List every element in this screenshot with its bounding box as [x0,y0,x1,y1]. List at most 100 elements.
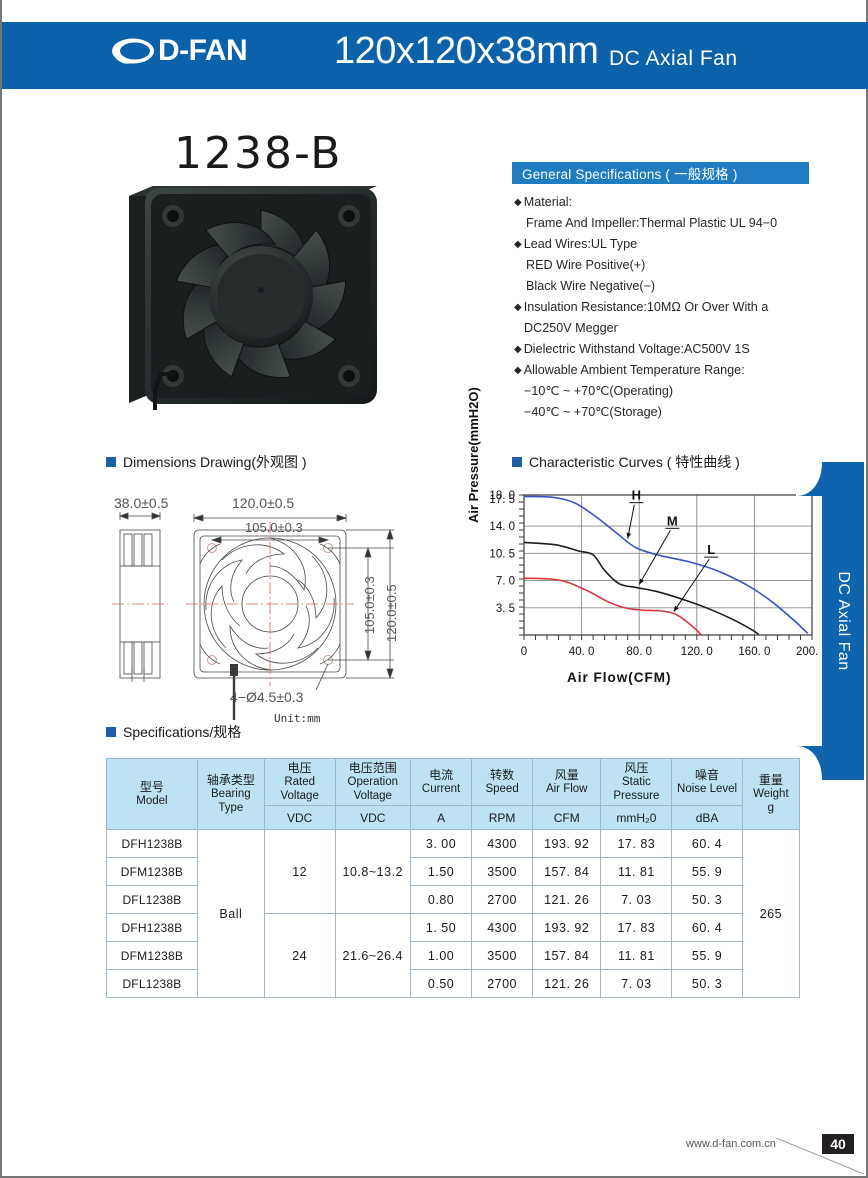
cell-noise-level: 60. 4 [671,829,743,858]
cell-speed: 3500 [471,941,534,970]
gs-line-text: Allowable Ambient Temperature Range: [523,363,745,377]
svg-text:40. 0: 40. 0 [569,646,595,658]
cell-speed: 2700 [471,885,534,914]
svg-text:120. 0: 120. 0 [681,646,713,658]
gs-line-text: RED Wire Positive(+) [526,258,646,272]
cell-air-flow: 157. 84 [532,857,602,886]
svg-text:200. 0: 200. 0 [796,646,822,658]
side-tab-notch-bottom-icon [796,746,822,780]
svg-text:0: 0 [521,646,527,658]
table-row: DFM1238B 1.00 3500 157. 84 11. 81 55. 9 [106,941,800,970]
unit-current: A [409,805,473,830]
header-fan-type: DC Axial Fan [609,47,738,70]
cell-noise-level: 55. 9 [671,941,743,970]
svg-text:M: M [667,513,678,528]
table-row: DFH1238B 24 21.6~26.4 1. 50 4300 193. 92 17. 8… [106,913,800,998]
unit-static-pressure: mmH₂0 [600,805,673,830]
side-tab-label: DC Axial Fan [835,571,852,671]
svg-text:80. 0: 80. 0 [626,646,652,658]
fan-product-photo [115,178,395,411]
cell-model: DFH1238B [106,829,198,858]
side-tab-dc-axial-fan: DC Axial Fan [822,462,864,780]
cell-model: DFM1238B [106,857,198,886]
cell-air-flow: 193. 92 [532,829,602,858]
dimensions-heading-text: Dimensions Drawing(外观图 ) [123,454,307,470]
svg-text:18. 0: 18. 0 [489,490,515,502]
specifications-table: 型号 Model 轴承类型 Bearing Type 电压 Rated Voltage… [106,758,801,998]
gs-line-text: Dielectric Withstand Voltage:AC500V 1S [523,342,750,356]
chart-x-axis-label: Air Flow(CFM) [567,670,672,685]
square-bullet-icon [106,727,116,737]
table-row: DFM1238B 1.50 3500 157. 84 11. 81 55. 9 [106,857,800,886]
curves-heading-text: Characteristic Curves ( 特性曲线 ) [529,454,740,470]
svg-text:4−Ø4.5±0.3: 4−Ø4.5±0.3 [230,689,304,705]
ellipse-swoosh-logo-icon [110,34,156,68]
svg-text:14. 0: 14. 0 [489,521,515,533]
cell-noise-level: 55. 9 [671,857,743,886]
cell-speed: 2700 [471,969,534,998]
cell-operation-voltage: 21.6~26.4 [334,913,412,998]
cell-model: DFM1238B [106,941,198,970]
cell-static-pressure: 7. 03 [600,969,673,998]
cell-noise-level: 50. 3 [671,885,743,914]
cell-static-pressure: 17. 83 [600,913,673,942]
bullet-diamond-icon: ◆ [514,302,522,313]
cell-speed: 4300 [471,913,534,942]
unit-noise-level: dBA [671,805,743,830]
col-static-pressure: 风压 Static Pressure [600,758,673,806]
cell-noise-level: 50. 3 [671,969,743,998]
cell-speed: 4300 [471,829,534,858]
unit-note: Unit:mm [274,712,321,725]
table-head: 型号 Model 轴承类型 Bearing Type 电压 Rated Voltage… [106,758,801,830]
unit-air-flow: CFM [532,805,602,830]
col-rated-voltage: 电压 Rated Voltage [263,758,336,806]
gs-line-text: Lead Wires:UL Type [523,237,638,251]
cell-current: 3. 00 [409,829,473,858]
square-bullet-icon [106,457,116,467]
curves-heading: Characteristic Curves ( 特性曲线 ) [512,452,740,472]
cell-air-flow: 121. 26 [532,969,602,998]
cell-air-flow: 121. 26 [532,885,602,914]
col-current: 电流 Current [409,758,473,806]
svg-text:H: H [632,488,641,503]
cell-model: DFH1238B [106,913,198,942]
svg-text:3. 5: 3. 5 [496,603,515,615]
footer-url[interactable]: www.d-fan.com.cn [686,1138,776,1150]
gs-line-text: −40℃ ~ +70℃(Storage) [524,405,662,419]
header-size-title: 120x120x38mm [334,30,599,72]
cell-operation-voltage: 10.8~13.2 [334,829,412,914]
svg-text:L: L [707,542,715,557]
cell-model: DFL1238B [106,969,198,998]
cell-current: 1.50 [409,857,473,886]
unit-rated-voltage: VDC [263,805,336,830]
cell-noise-level: 60. 4 [671,913,743,942]
svg-text:17. 5: 17. 5 [489,494,515,506]
page-header: D-FAN 120x120x38mm DC Axial Fan [2,22,868,89]
general-specifications-body: ◆ Material: Frame And Impeller:Thermal Pl… [514,192,834,423]
chart-plot: 18. 017. 5 14. 0 10. 5 7. 0 3. 5 0 40. 0 80. 0 1… [489,488,828,658]
bullet-diamond-icon: ◆ [514,197,522,208]
col-model: 型号 Model [106,758,198,830]
dimensions-heading: Dimensions Drawing(外观图 ) [106,452,307,472]
gs-line-text: Frame And Impeller:Thermal Plastic UL 94… [526,216,778,230]
unit-speed: RPM [471,805,534,830]
specifications-heading: Specifications/规格 [106,722,241,742]
square-bullet-icon [512,457,522,467]
product-title: 1238-B [174,128,343,179]
characteristic-curves-chart: Air Pressure(mmH2O) 18. 0 17. 5 14. 0 10. 5… [466,387,828,700]
cell-air-flow: 193. 92 [532,913,602,942]
cell-static-pressure: 11. 81 [600,857,673,886]
svg-text:105.0±0.3: 105.0±0.3 [362,576,377,634]
unit-operation-voltage: VDC [334,805,412,830]
cell-speed: 3500 [471,857,534,886]
gs-line-text: DC250V Megger [524,321,618,335]
cell-static-pressure: 17. 83 [600,829,673,858]
col-air-flow: 风量 Air Flow [532,758,602,806]
footer-corner-decoration-icon [776,1138,864,1174]
cell-static-pressure: 7. 03 [600,885,673,914]
cell-current: 0.50 [409,969,473,998]
dimensions-drawing: 38.0±0.5 120.0±0.5 105.0±0.3 4−Ø4.5±0.3 … [102,482,432,732]
cell-air-flow: 157. 84 [532,941,602,970]
svg-text:120.0±0.5: 120.0±0.5 [232,495,294,511]
table-header-row-units: VDC VDC A RPM CFM mmH₂0 dBA [107,805,800,830]
